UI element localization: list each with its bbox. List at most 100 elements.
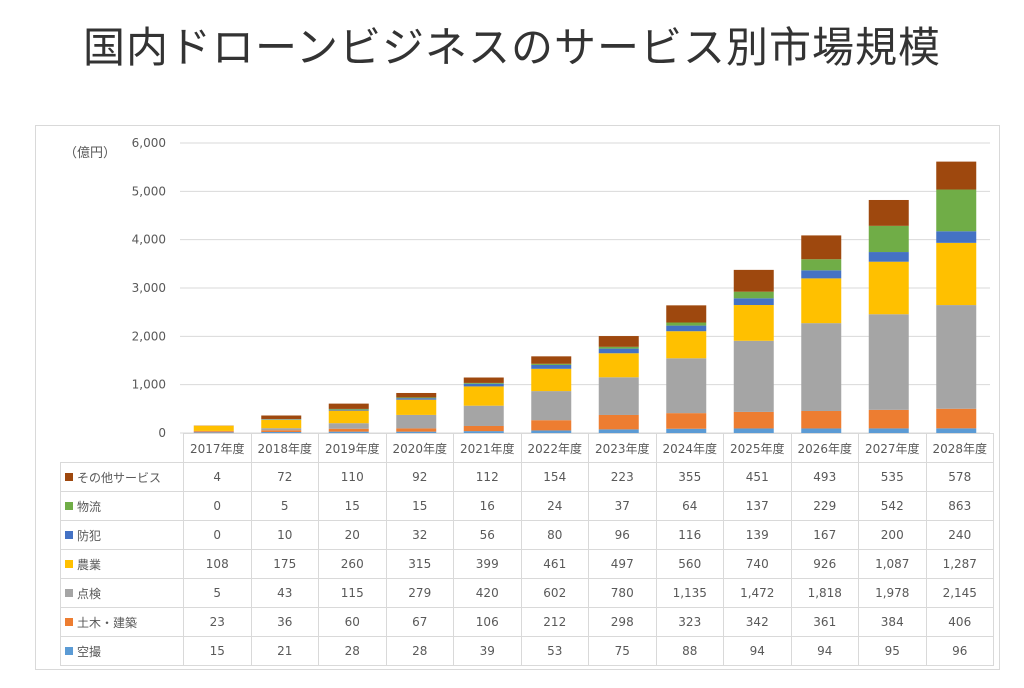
table-row: 点検 5 43 115 279 420 602 780 1,135 1,472 1,818 1,978… [60, 578, 994, 608]
legend-entry: 空撮 [60, 636, 184, 666]
legend-label: 空撮 [77, 644, 102, 659]
bar-segment [396, 428, 437, 432]
bar-segment [396, 414, 437, 429]
bar-segment [463, 431, 504, 433]
bar-segment [261, 415, 302, 419]
data-label: 542 [858, 491, 927, 521]
data-label: 1,978 [858, 578, 927, 608]
data-label: 94 [790, 636, 859, 666]
bar-segment [328, 408, 369, 410]
x-tick-label: 2027年度 [858, 433, 927, 463]
table-row: その他サービス 4 72 110 92 112 154 223 355 451 493 535 578 [60, 462, 994, 492]
data-label: 223 [588, 462, 657, 492]
legend-swatch [65, 559, 73, 568]
bar-segment [531, 430, 572, 433]
x-tick-label: 2017年度 [183, 433, 252, 463]
bar-segment [531, 368, 572, 392]
data-label: 560 [655, 549, 724, 579]
data-label: 240 [925, 520, 994, 550]
bar-segment [328, 423, 369, 429]
legend-entry: 点検 [60, 578, 184, 608]
bar-segment [193, 432, 234, 433]
data-label: 137 [723, 491, 792, 521]
y-tick-label: 4,000 [132, 233, 166, 247]
data-label: 2,145 [925, 578, 994, 608]
y-axis-label: （億円） [64, 146, 117, 161]
data-label: 355 [655, 462, 724, 492]
chart-title: 国内ドローンビジネスのサービス別市場規模 [83, 23, 941, 72]
bar-segment [936, 161, 977, 190]
table-row: 空撮 15 21 28 28 39 53 75 88 94 94 95 96 [60, 636, 994, 666]
data-label: 92 [385, 462, 454, 492]
data-label: 200 [858, 520, 927, 550]
bar-segment [936, 408, 977, 429]
data-label: 60 [318, 607, 387, 637]
bar-segment [261, 428, 302, 431]
bar-segment [261, 430, 302, 432]
data-label: 21 [250, 636, 319, 666]
data-label: 1,135 [655, 578, 724, 608]
data-label: 106 [453, 607, 522, 637]
data-label: 115 [318, 578, 387, 608]
data-label: 15 [183, 636, 252, 666]
bar-segment [801, 235, 842, 260]
data-label: 361 [790, 607, 859, 637]
bar-segment [531, 391, 572, 421]
data-label: 4 [183, 462, 252, 492]
bar-segment [868, 261, 909, 315]
bar-segment [733, 305, 774, 341]
x-tick-label: 2025年度 [723, 433, 792, 463]
data-label: 5 [250, 491, 319, 521]
data-label: 154 [520, 462, 589, 492]
legend-swatch [65, 646, 73, 655]
data-label: 32 [385, 520, 454, 550]
bar-segment [193, 425, 234, 431]
legend-label: 農業 [77, 557, 102, 572]
legend-entry: 物流 [60, 491, 184, 521]
legend-label: その他サービス [77, 470, 162, 485]
data-label: 20 [318, 520, 387, 550]
bar-segment [463, 405, 504, 426]
bar-segment [328, 431, 369, 433]
data-label: 0 [183, 491, 252, 521]
x-tick-label: 2024年度 [655, 433, 724, 463]
data-label: 260 [318, 549, 387, 579]
bar-segment [868, 428, 909, 433]
bar-segment [598, 429, 639, 433]
bar-segment [598, 414, 639, 430]
data-label: 342 [723, 607, 792, 637]
bar-segment [396, 397, 437, 399]
chart-frame [35, 125, 1000, 670]
bar-segment [531, 364, 572, 369]
legend-entry: その他サービス [60, 462, 184, 492]
bar-segment [733, 291, 774, 299]
data-label: 96 [925, 636, 994, 666]
data-label: 15 [318, 491, 387, 521]
data-label: 175 [250, 549, 319, 579]
data-label: 279 [385, 578, 454, 608]
data-label: 80 [520, 520, 589, 550]
data-label: 578 [925, 462, 994, 492]
table-corner [61, 434, 184, 463]
data-label: 37 [588, 491, 657, 521]
data-label: 420 [453, 578, 522, 608]
data-label: 96 [588, 520, 657, 550]
bar-segment [328, 410, 369, 424]
bar-segment [733, 411, 774, 429]
legend-entry: 防犯 [60, 520, 184, 550]
data-label: 0 [183, 520, 252, 550]
bar-segment [531, 420, 572, 431]
bar-segment [868, 199, 909, 226]
x-tick-label: 2022年度 [520, 433, 589, 463]
x-tick-label: 2019年度 [318, 433, 387, 463]
bar-segment [463, 383, 504, 387]
legend-swatch [65, 588, 73, 597]
data-label: 212 [520, 607, 589, 637]
data-label: 43 [250, 578, 319, 608]
legend-swatch [65, 472, 73, 481]
bar-segment [396, 431, 437, 433]
data-label: 497 [588, 549, 657, 579]
bar-segment [328, 409, 369, 411]
data-label: 15 [385, 491, 454, 521]
y-tick-label: 0 [158, 426, 166, 440]
